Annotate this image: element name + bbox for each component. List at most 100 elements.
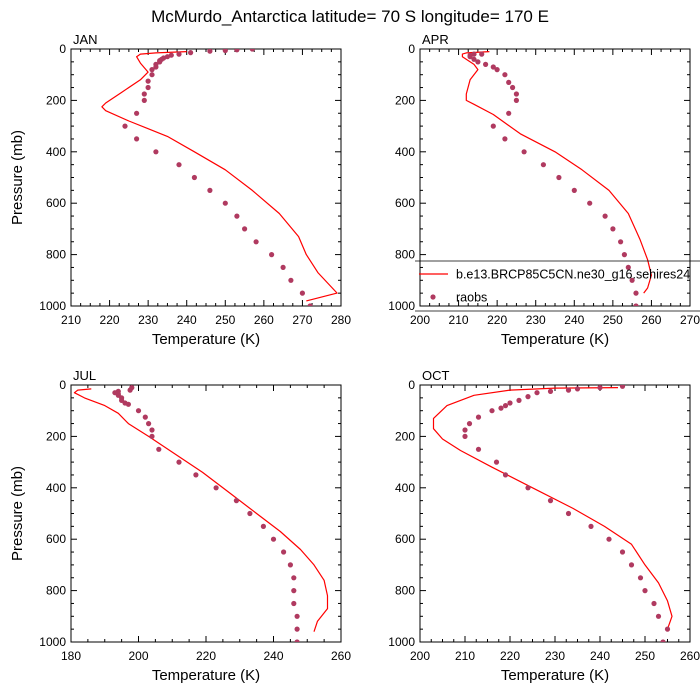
raobs-point xyxy=(269,252,275,258)
x-tick-label: 260 xyxy=(641,313,661,327)
panel-jul-x-ticks: 180 200 220 240 260 xyxy=(61,385,351,663)
raobs-point xyxy=(479,51,485,57)
raobs-point xyxy=(633,290,639,296)
raobs-point xyxy=(193,472,199,478)
x-tick-label: 250 xyxy=(215,313,235,327)
raobs-point xyxy=(490,123,496,129)
raobs-point xyxy=(621,252,628,258)
raobs-point xyxy=(642,588,648,594)
raobs-point xyxy=(294,639,300,642)
x-axis-label: Temperature (K) xyxy=(501,667,609,684)
raobs-point xyxy=(176,162,182,168)
raobs-point xyxy=(207,187,213,193)
raobs-point xyxy=(249,49,255,52)
raobs-point xyxy=(122,123,128,129)
raobs-point xyxy=(475,59,481,65)
raobs-point xyxy=(516,397,522,403)
raobs-point xyxy=(618,239,624,245)
legend-label: b.e13.BRCP85C5CN.ne30_g16.sehires24 xyxy=(456,268,690,282)
raobs-point xyxy=(149,427,155,433)
y-tick-label: 800 xyxy=(46,248,66,262)
raobs-point xyxy=(502,472,509,478)
raobs-point xyxy=(253,239,259,245)
y-axis-label: Pressure (mb) xyxy=(9,130,26,225)
y-tick-label: 400 xyxy=(395,481,415,495)
x-tick-label: 270 xyxy=(680,313,700,327)
y-tick-label: 1000 xyxy=(388,635,415,649)
x-tick-label: 260 xyxy=(680,649,700,663)
raobs-point xyxy=(149,433,155,439)
y-tick-label: 1000 xyxy=(39,299,66,313)
raobs-point xyxy=(462,427,468,433)
raobs-point xyxy=(540,162,547,168)
raobs-point xyxy=(597,385,603,391)
panel-apr-x-ticks: 200 210 220 230 240 250 260 270 xyxy=(410,49,700,327)
raobs-point xyxy=(610,226,616,232)
raobs-point xyxy=(307,303,313,306)
x-tick-label: 200 xyxy=(410,649,430,663)
raobs-point xyxy=(288,277,294,283)
raobs-point xyxy=(651,600,657,607)
y-tick-label: 0 xyxy=(59,42,66,56)
raobs-point xyxy=(494,67,500,73)
model-profile-line xyxy=(461,51,652,294)
raobs-point xyxy=(507,400,513,406)
panel-oct-x-ticks: 200 210 220 230 240 250 260 xyxy=(410,385,700,663)
panel-oct-data xyxy=(432,385,673,642)
raobs-point xyxy=(157,59,163,65)
x-tick-label: 200 xyxy=(410,313,430,327)
raobs-point xyxy=(281,549,287,555)
x-tick-label: 230 xyxy=(545,649,565,663)
raobs-point xyxy=(637,575,644,581)
y-tick-label: 200 xyxy=(395,93,415,107)
x-tick-label: 260 xyxy=(331,649,351,663)
raobs-point xyxy=(294,626,300,632)
raobs-point xyxy=(467,54,473,60)
raobs-point xyxy=(145,78,151,84)
x-tick-label: 250 xyxy=(603,313,623,327)
raobs-point xyxy=(506,110,512,116)
raobs-point xyxy=(291,575,297,581)
raobs-point xyxy=(556,174,562,181)
raobs-point xyxy=(565,387,572,393)
panel-jan-x-ticks: 210 220 230 240 250 260 270 280 xyxy=(61,49,351,327)
y-tick-label: 400 xyxy=(395,145,415,159)
panel-apr: 200 210 220 230 240 250 260 270 0 200 400 600 800 100… xyxy=(388,32,700,348)
x-tick-label: 230 xyxy=(526,313,546,327)
raobs-point xyxy=(462,433,468,439)
panel-jul: 180 200 220 240 260 0 200 400 600 800 1000 JUL Tempe… xyxy=(9,368,351,684)
model-profile-line xyxy=(101,51,338,302)
y-tick-label: 600 xyxy=(46,196,66,210)
raobs-point xyxy=(134,110,140,116)
y-tick-label: 200 xyxy=(395,429,415,443)
figure-title: McMurdo_Antarctica latitude= 70 S longit… xyxy=(151,7,549,26)
raobs-point xyxy=(489,408,495,414)
y-tick-label: 800 xyxy=(395,248,415,262)
raobs-point xyxy=(502,72,508,78)
y-tick-label: 0 xyxy=(408,42,415,56)
panel-label: OCT xyxy=(422,368,450,383)
raobs-point xyxy=(619,385,626,389)
x-tick-label: 260 xyxy=(254,313,274,327)
y-tick-label: 800 xyxy=(395,584,415,598)
raobs-point xyxy=(291,600,297,607)
model-profile-line xyxy=(73,388,329,632)
raobs-point xyxy=(156,446,162,452)
raobs-point xyxy=(471,51,477,57)
raobs-point xyxy=(242,226,248,232)
raobs-point xyxy=(525,394,531,400)
y-tick-label: 200 xyxy=(46,93,66,107)
raobs-point xyxy=(294,613,300,619)
y-axis-label: Pressure (mb) xyxy=(9,466,26,561)
raobs-point xyxy=(521,149,527,155)
raobs-point xyxy=(127,387,133,393)
raobs-point xyxy=(493,459,500,465)
x-tick-label: 240 xyxy=(564,313,584,327)
raobs-point xyxy=(502,403,509,409)
x-tick-label: 210 xyxy=(449,313,469,327)
raobs-point xyxy=(606,536,612,542)
panel-oct: 200 210 220 230 240 250 260 0 200 400 600 800 1000 OC… xyxy=(388,368,700,684)
x-tick-label: 230 xyxy=(138,313,158,327)
raobs-point xyxy=(513,97,520,103)
panel-jul-frame xyxy=(70,384,342,643)
